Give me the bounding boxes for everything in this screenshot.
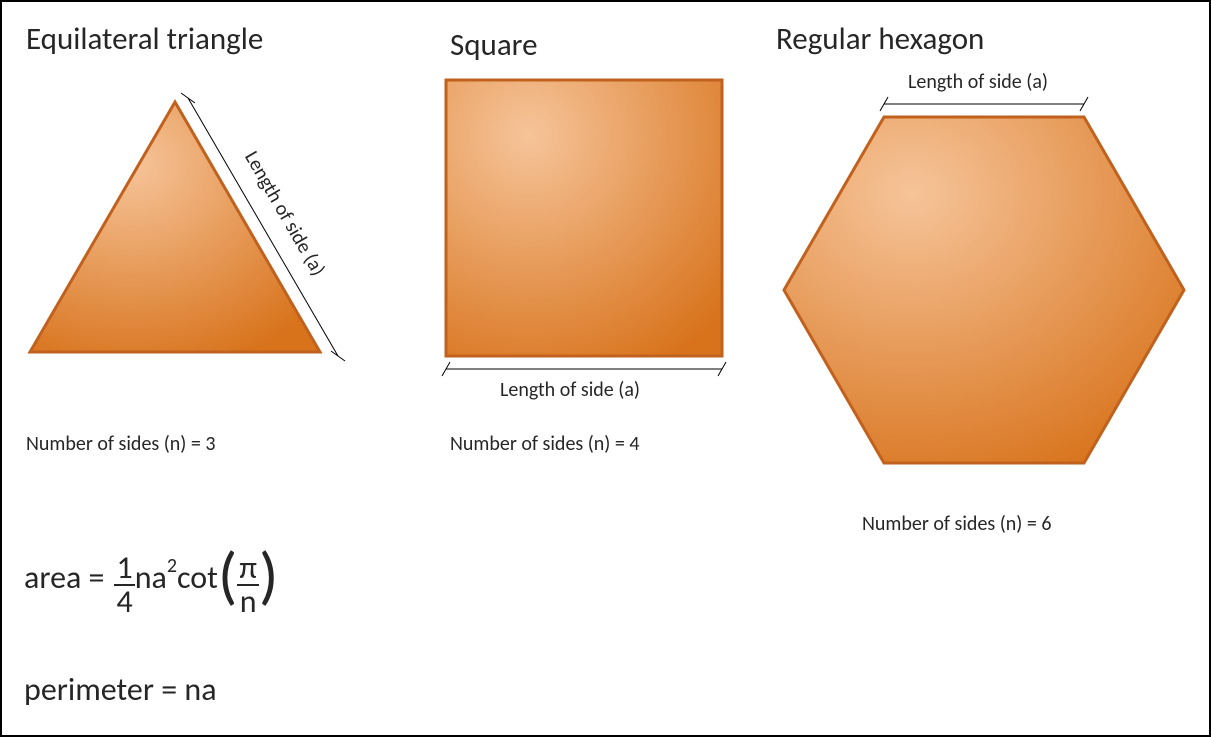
exponent-2: 2: [167, 554, 177, 578]
frac1-den: 4: [114, 586, 134, 618]
diagram-canvas: Equilateral triangle Square Regular hexa…: [0, 0, 1211, 737]
square-dim-label: Length of side (a): [500, 378, 640, 402]
area-prefix: area =: [24, 552, 104, 597]
formula-block: area = 1 4 na2 cot ( π n ) perimeter = n…: [24, 552, 278, 709]
hexagon-dim-label: Length of side (a): [908, 70, 1048, 94]
rparen-icon: ): [259, 544, 278, 608]
frac2-den: n: [238, 586, 259, 618]
square-title: Square: [450, 26, 538, 64]
perimeter-formula: perimeter = na: [24, 670, 278, 709]
square-shape: [440, 74, 740, 394]
triangle-sides-label: Number of sides (n) = 3: [26, 432, 216, 456]
area-formula: area = 1 4 na2 cot ( π n ): [24, 552, 278, 618]
na-text: na2: [135, 552, 177, 597]
frac1-num: 1: [114, 552, 134, 586]
triangle-shape: [20, 92, 360, 362]
triangle-title: Equilateral triangle: [26, 20, 263, 58]
hexagon-title: Regular hexagon: [776, 20, 984, 58]
fraction-one-quarter: 1 4: [114, 552, 134, 618]
square-sides-label: Number of sides (n) = 4: [450, 432, 640, 456]
hexagon-sides-label: Number of sides (n) = 6: [862, 512, 1052, 536]
fraction-pi-over-n: π n: [237, 552, 259, 618]
cot-text: cot: [177, 552, 218, 597]
lparen-icon: (: [218, 544, 237, 608]
hexagon-shape: [772, 64, 1202, 504]
frac2-num: π: [237, 552, 259, 586]
